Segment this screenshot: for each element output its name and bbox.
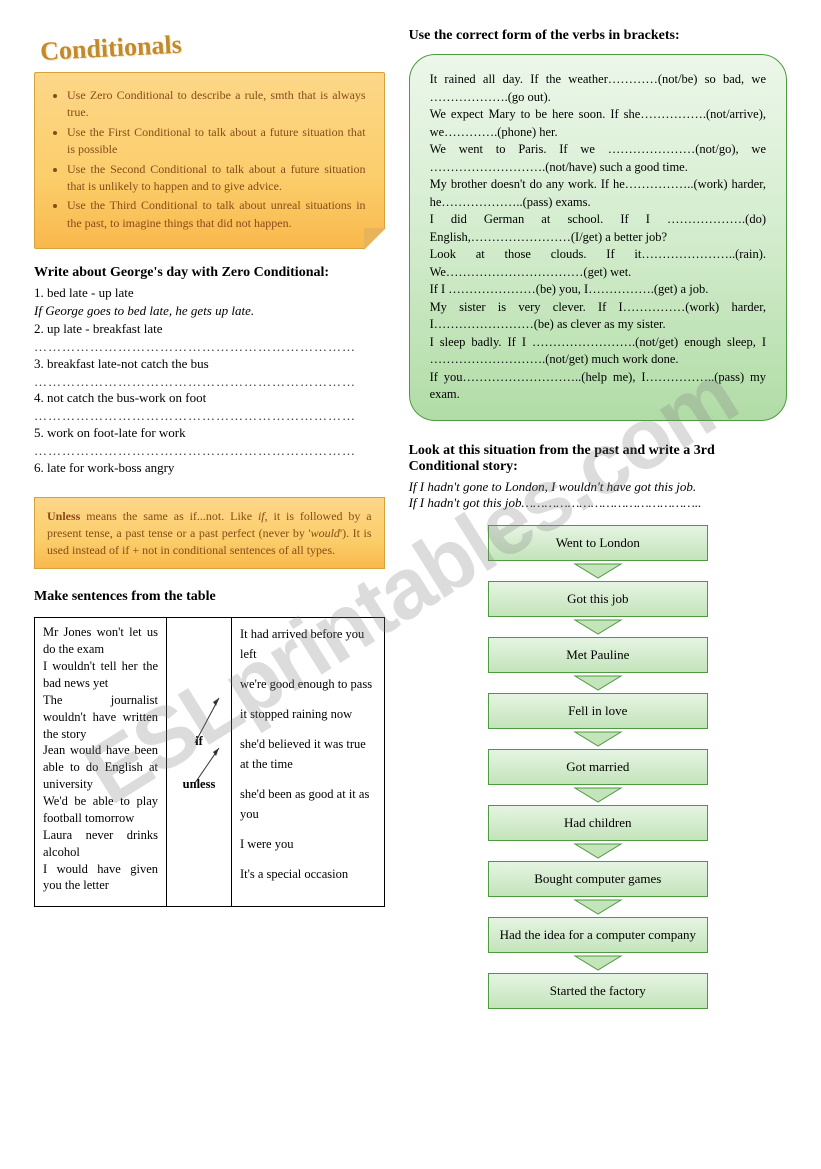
table-cell: The journalist wouldn't have written the…: [43, 692, 158, 743]
chevron-down-icon: [571, 619, 625, 635]
table-column-mid: if unless: [167, 618, 232, 906]
flow-step: Started the factory: [488, 973, 708, 1009]
exercise-line[interactable]: We expect Mary to be here soon. If she………: [430, 106, 766, 141]
chevron-down-icon: [571, 731, 625, 747]
table-cell: We'd be able to play football tomorrow: [43, 793, 158, 827]
connector-arrows-icon: [167, 618, 232, 908]
table-cell: Laura never drinks alcohol: [43, 827, 158, 861]
chevron-down-icon: [571, 955, 625, 971]
chevron-down-icon: [571, 563, 625, 579]
table-cell: Mr Jones won't let us do the exam: [43, 624, 158, 658]
brackets-heading: Use the correct form of the verbs in bra…: [409, 28, 787, 44]
table-cell: it stopped raining now: [240, 704, 376, 724]
table-column-right: It had arrived before you left we're goo…: [232, 618, 384, 906]
brackets-exercise-box: It rained all day. If the weather…………(no…: [409, 54, 787, 421]
list-item: 3. breakfast late-not catch the bus: [34, 356, 385, 373]
exercise-line[interactable]: We went to Paris. If we …………………(not/go),…: [430, 141, 766, 176]
table-cell: It's a special occasion: [240, 864, 376, 884]
unless-sticky-note: Unless means the same as if...not. Like …: [34, 497, 385, 569]
chevron-down-icon: [571, 843, 625, 859]
flow-step: Got married: [488, 749, 708, 785]
dotted-line[interactable]: ……………………………………………………………: [34, 339, 385, 356]
flow-step: Met Pauline: [488, 637, 708, 673]
table-cell: I were you: [240, 834, 376, 854]
flow-step: Fell in love: [488, 693, 708, 729]
table-column-left: Mr Jones won't let us do the exam I woul…: [35, 618, 167, 906]
flowchart: Went to London Got this job Met Pauline …: [409, 525, 787, 1009]
table-cell: I wouldn't tell her the bad news yet: [43, 658, 158, 692]
rule-item: Use the Second Conditional to talk about…: [67, 161, 366, 196]
flow-step: Bought computer games: [488, 861, 708, 897]
table-cell: we're good enough to pass: [240, 674, 376, 694]
exercise-line[interactable]: My brother doesn't do any work. If he…………: [430, 176, 766, 211]
table-cell: she'd been as good at it as you: [240, 784, 376, 824]
dotted-line[interactable]: ……………………………………………………………: [34, 443, 385, 460]
exercise-line[interactable]: Look at those clouds. If it…………………..(rai…: [430, 246, 766, 281]
rules-sticky-note: Use Zero Conditional to describe a rule,…: [34, 72, 385, 249]
rule-item: Use the Third Conditional to talk about …: [67, 197, 366, 232]
table-cell: Jean would have been able to do English …: [43, 742, 158, 793]
story-intro: If I hadn't gone to London, I wouldn't h…: [409, 479, 787, 511]
table-cell: she'd believed it was true at the time: [240, 734, 376, 774]
list-item: 4. not catch the bus-work on foot: [34, 390, 385, 407]
flow-step: Went to London: [488, 525, 708, 561]
list-item: 1. bed late - up late: [34, 285, 385, 302]
george-heading: Write about George's day with Zero Condi…: [34, 265, 385, 281]
list-item: 2. up late - breakfast late: [34, 321, 385, 338]
rule-item: Use Zero Conditional to describe a rule,…: [67, 87, 366, 122]
dotted-line[interactable]: ……………………………………………………………: [34, 408, 385, 425]
exercise-line[interactable]: My sister is very clever. If I……………(work…: [430, 299, 766, 334]
list-item: 5. work on foot-late for work: [34, 425, 385, 442]
story-heading: Look at this situation from the past and…: [409, 443, 787, 475]
sticky-corner-icon: [364, 228, 386, 250]
sentence-table: Mr Jones won't let us do the exam I woul…: [34, 617, 385, 907]
exercise-line[interactable]: I sleep badly. If I …………………….(not/get) e…: [430, 334, 766, 369]
table-cell: I would have given you the letter: [43, 861, 158, 895]
exercise-line[interactable]: If you………………………..(help me), I……………..(pas…: [430, 369, 766, 404]
table-cell: It had arrived before you left: [240, 624, 376, 664]
example-text: If George goes to bed late, he gets up l…: [34, 303, 385, 320]
flow-step: Got this job: [488, 581, 708, 617]
dotted-line[interactable]: ……………………………………………………………: [34, 374, 385, 391]
george-exercise: 1. bed late - up late If George goes to …: [34, 285, 385, 477]
flow-step: Had children: [488, 805, 708, 841]
page-title: Conditionals: [39, 19, 385, 67]
exercise-line[interactable]: I did German at school. If I ……………….(do)…: [430, 211, 766, 246]
chevron-down-icon: [571, 675, 625, 691]
exercise-line[interactable]: If I …………………(be) you, I…………….(get) a job…: [430, 281, 766, 299]
chevron-down-icon: [571, 899, 625, 915]
exercise-line[interactable]: It rained all day. If the weather…………(no…: [430, 71, 766, 106]
rule-item: Use the First Conditional to talk about …: [67, 124, 366, 159]
chevron-down-icon: [571, 787, 625, 803]
flow-step: Had the idea for a computer company: [488, 917, 708, 953]
table-heading: Make sentences from the table: [34, 589, 385, 605]
list-item: 6. late for work-boss angry: [34, 460, 385, 477]
